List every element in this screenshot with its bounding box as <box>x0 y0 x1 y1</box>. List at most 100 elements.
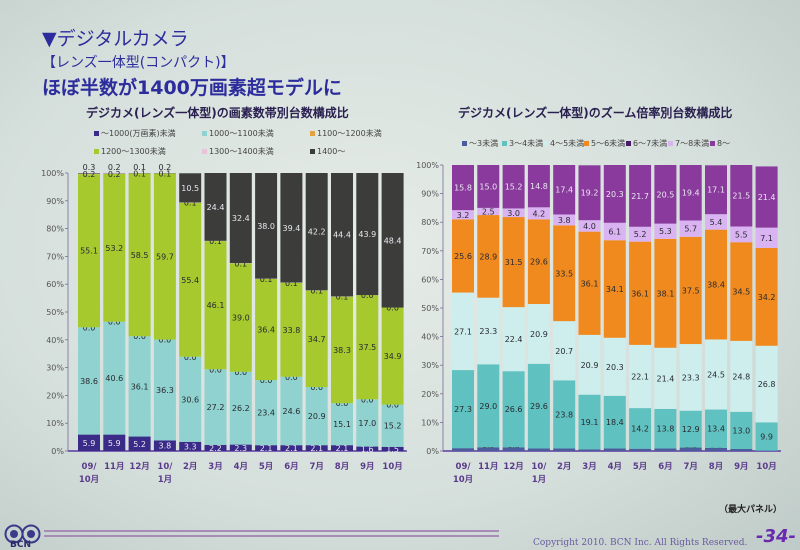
data-label: 29.6 <box>530 402 548 411</box>
bar-segment <box>705 165 727 215</box>
bar-segment <box>331 296 353 404</box>
bar-segment <box>578 165 601 221</box>
x-tick-label: 5月 <box>259 462 273 472</box>
footer-divider <box>44 535 499 537</box>
bar-segment <box>331 403 353 446</box>
bar-segment <box>255 173 278 279</box>
bar-segment <box>381 446 404 451</box>
data-label: 27.3 <box>454 405 472 414</box>
bar-segment <box>356 173 379 296</box>
bar-segment <box>603 165 626 223</box>
bar-segment <box>502 307 525 372</box>
data-label: 0.1 <box>285 279 298 288</box>
data-label: 1.6 <box>361 445 374 454</box>
bar-segment <box>477 364 500 448</box>
bar-segment <box>527 448 550 451</box>
x-tick-label: 8月 <box>709 462 723 472</box>
data-label: 36.1 <box>131 382 149 391</box>
bar-segment <box>502 208 525 218</box>
bar-segment <box>603 395 626 449</box>
data-label: 36.4 <box>257 326 275 335</box>
data-label: 2.2 <box>209 444 222 453</box>
data-label: 27.1 <box>454 327 472 336</box>
bar-segment <box>603 337 626 396</box>
data-label: 4.2 <box>533 209 546 218</box>
bar-segment <box>705 339 727 410</box>
bar-segment <box>477 165 500 208</box>
y-tick-label: 100% <box>416 161 439 170</box>
data-label: 32.4 <box>232 214 250 223</box>
x-tick-label: 1月 <box>158 475 172 485</box>
data-label: 21.4 <box>758 193 776 202</box>
bar-segment <box>553 321 576 381</box>
data-label: 29.0 <box>479 402 497 411</box>
legend-label: 6～7未満 <box>633 139 668 148</box>
bar-segment <box>578 220 601 232</box>
x-tick-label: 1月 <box>532 475 546 485</box>
y-tick-label: 30% <box>421 361 439 370</box>
bar-segment <box>527 207 550 220</box>
data-label: 14.8 <box>530 182 548 191</box>
x-tick-label: 3月 <box>208 462 222 472</box>
note-label: （最大パネル） <box>718 505 782 515</box>
bar-segment <box>603 448 626 451</box>
x-tick-label: 11月 <box>104 462 124 472</box>
bar-segment <box>305 173 328 291</box>
data-label: 26.6 <box>505 405 523 414</box>
bar-segment <box>553 225 576 322</box>
bar-segment <box>356 399 379 447</box>
bar-segment <box>755 345 778 423</box>
bar-segment <box>629 226 652 242</box>
bar-segment <box>103 173 126 322</box>
data-label: 31.5 <box>505 258 523 267</box>
y-tick-label: 40% <box>421 333 439 342</box>
bar-segment <box>705 214 727 230</box>
data-label: 0.0 <box>260 376 273 385</box>
bar-segment <box>705 447 727 451</box>
bar-segment <box>527 303 550 364</box>
legend-swatch <box>502 141 507 146</box>
legend-swatch <box>202 131 207 136</box>
data-label: 36.3 <box>156 386 174 395</box>
x-tick-label: 10/ <box>531 462 547 472</box>
x-tick-label: 4月 <box>234 462 248 472</box>
data-label: 12.9 <box>682 425 700 434</box>
data-label: 5.9 <box>108 439 121 448</box>
bar-segment <box>755 227 778 248</box>
legend-item: 5～6未満 <box>584 138 625 149</box>
bar-segment <box>356 446 379 451</box>
bcn-logo-icon <box>4 524 41 544</box>
data-label: 38.1 <box>656 289 674 298</box>
bar-segment <box>452 370 474 449</box>
legend-item: 7～8未満 <box>668 138 709 149</box>
y-tick-label: 50% <box>421 304 439 313</box>
bar-segment <box>255 445 278 451</box>
bar-segment <box>578 334 601 395</box>
bar-segment <box>477 447 500 451</box>
bar-segment <box>153 339 176 441</box>
bar-segment <box>654 165 677 224</box>
legend-label: ～3未満 <box>469 139 499 148</box>
data-label: 0.0 <box>336 399 349 408</box>
data-label: 48.4 <box>384 236 402 245</box>
bar-segment <box>629 165 652 227</box>
y-tick-label: 100% <box>41 169 64 178</box>
bar-segment <box>128 436 151 451</box>
bar-segment <box>629 408 652 449</box>
data-label: 38.6 <box>80 377 98 386</box>
data-label: 0.1 <box>209 237 222 246</box>
data-label: 23.8 <box>555 410 573 419</box>
data-label: 38.3 <box>333 346 351 355</box>
y-tick-label: 0% <box>51 447 64 456</box>
data-label: 44.4 <box>333 231 351 240</box>
data-label: 2.1 <box>285 444 298 453</box>
bar-segment <box>477 215 500 298</box>
bar-segment <box>128 173 151 337</box>
bar-segment <box>629 241 652 345</box>
data-label: 36.1 <box>631 289 649 298</box>
legend-item: 6～7未満 <box>626 138 667 149</box>
data-label: 23.4 <box>257 409 275 418</box>
legend-swatch <box>462 141 467 146</box>
data-label: 5.2 <box>133 440 146 449</box>
data-label: 30.6 <box>181 395 199 404</box>
